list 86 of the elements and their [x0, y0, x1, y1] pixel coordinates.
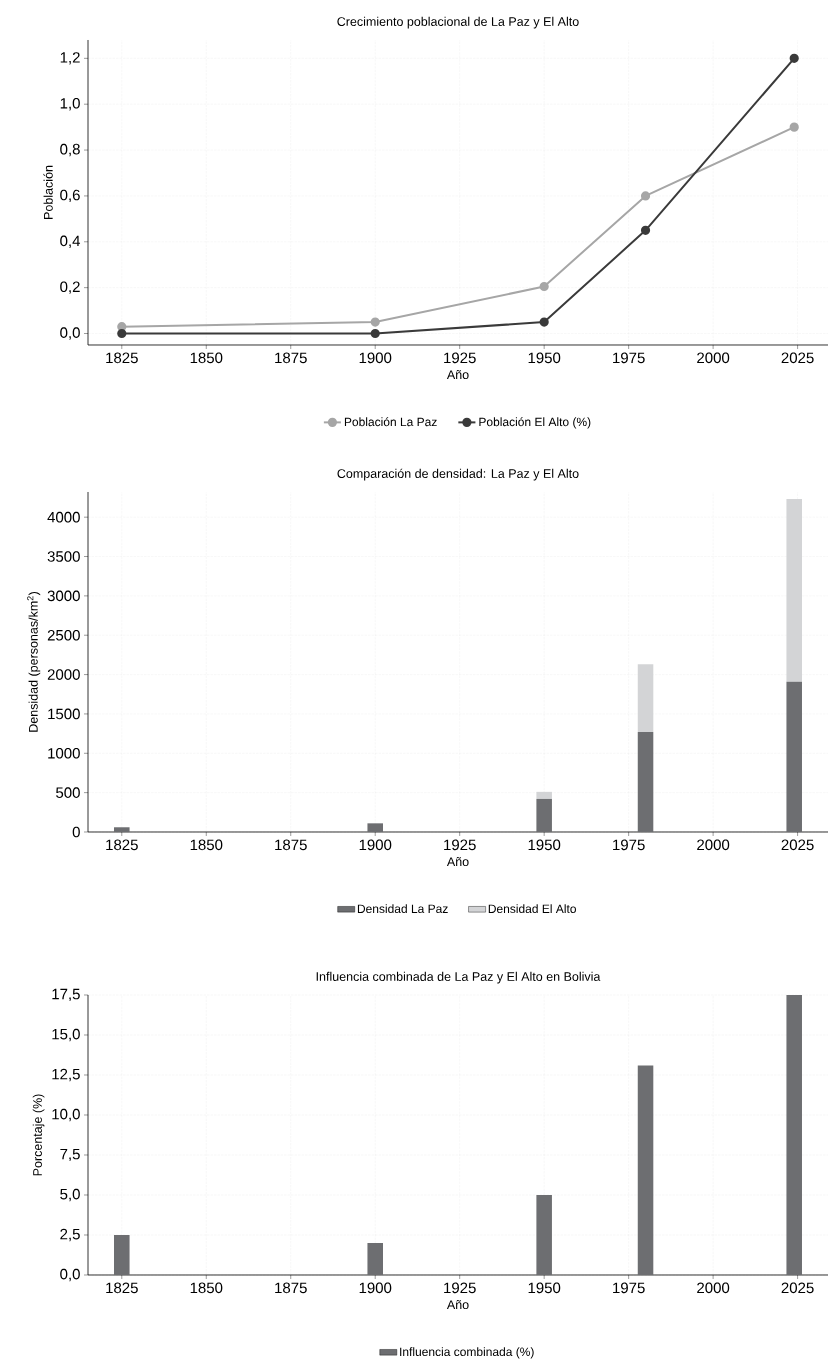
y-tick-label: 1000 [48, 747, 80, 759]
x-tick-label: 1825 [106, 1282, 138, 1294]
x-tick-label: 1900 [359, 1282, 392, 1294]
x-tick-label: 2025 [781, 839, 814, 851]
y-tick-label: 10,0 [52, 1108, 80, 1122]
x-tick-label: 1825 [106, 352, 138, 364]
y-tick-label: 2500 [47, 629, 80, 641]
point [789, 53, 799, 63]
bar [536, 791, 552, 799]
x-tick-label: 1900 [359, 352, 392, 364]
bar [637, 732, 654, 832]
x-tick-label: 1975 [613, 352, 645, 364]
y-tick-label: 4000 [47, 511, 80, 523]
y-tick-label: 3000 [47, 590, 80, 602]
point [640, 225, 651, 235]
y-tick-label: 7,5 [60, 1148, 80, 1162]
point [789, 122, 799, 132]
x-tick-label: 1950 [528, 839, 561, 851]
y-axis-title: Población [43, 165, 53, 219]
point [640, 191, 651, 201]
x-tick-label: 1950 [528, 1282, 561, 1294]
x-axis-title: Año [446, 857, 469, 867]
y-tick-label: 12,5 [52, 1068, 80, 1082]
bar [786, 681, 802, 832]
legend-label: Población La Paz [344, 417, 437, 427]
legend-label: Población El Alto (%) [479, 417, 591, 429]
point [117, 328, 127, 339]
point [539, 281, 549, 292]
y-tick-label: 2,5 [60, 1228, 80, 1242]
y-axis-title: Porcentaje (%) [32, 1094, 45, 1176]
chart-title: Crecimiento poblacional de La Paz y El Alto [337, 16, 579, 29]
bar [637, 664, 654, 733]
x-tick-label: 1975 [613, 1282, 645, 1294]
y-tick-label: 1,2 [60, 52, 80, 65]
x-tick-label: 1850 [190, 352, 223, 364]
point [370, 328, 380, 339]
y-tick-label: 0 [72, 826, 80, 838]
x-tick-label: 1825 [106, 839, 138, 851]
point [539, 317, 549, 327]
y-tick-label: 0,8 [60, 143, 80, 157]
legend-label: Densidad El Alto [488, 904, 576, 913]
y-tick-label: 1500 [48, 708, 80, 720]
x-tick-label: 1875 [275, 1282, 307, 1294]
chart-title: Comparación de densidad: La Paz y El Alto [337, 468, 579, 481]
bar [637, 1065, 654, 1275]
x-tick-label: 1925 [444, 839, 476, 851]
x-axis-title: Año [446, 1300, 469, 1310]
x-tick-label: 2000 [697, 352, 730, 364]
x-tick-label: 1850 [190, 839, 223, 851]
y-tick-label: 0,0 [60, 327, 80, 340]
x-tick-label: 1925 [444, 352, 476, 364]
x-tick-label: 2025 [781, 1282, 814, 1294]
y-tick-label: 0,0 [60, 1268, 80, 1282]
x-tick-label: 2000 [697, 839, 730, 851]
y-tick-label: 1,0 [60, 98, 80, 111]
y-tick-label: 500 [56, 787, 80, 798]
bar [786, 995, 802, 1275]
point [370, 317, 380, 327]
legend-label: Densidad La Paz [357, 904, 448, 913]
x-tick-label: 1925 [444, 1282, 476, 1294]
y-tick-label: 17,5 [52, 988, 80, 1002]
bar [114, 1235, 130, 1275]
x-axis-title: Año [446, 370, 469, 380]
y-axis-title: Densidad (personas/km$^{2}$) [27, 592, 41, 732]
y-tick-label: 0,2 [60, 281, 80, 294]
bar [536, 798, 552, 832]
legend-label: Influencia combinada (%) [400, 1347, 534, 1359]
y-tick-label: 0,6 [60, 189, 80, 203]
chart-title: Influencia combinada de La Paz y El Alto en Bolivia [316, 971, 601, 984]
x-tick-label: 1975 [613, 839, 645, 851]
bar [536, 1195, 552, 1275]
bar [367, 823, 383, 832]
y-tick-label: 3500 [47, 551, 80, 562]
x-tick-label: 1850 [190, 1282, 223, 1294]
x-tick-label: 1875 [275, 839, 307, 851]
y-tick-label: 15,0 [52, 1028, 80, 1042]
x-tick-label: 1900 [359, 839, 392, 851]
y-tick-label: 2000 [47, 669, 80, 680]
x-tick-label: 1950 [528, 352, 561, 364]
bar [114, 827, 130, 832]
x-tick-label: 1875 [275, 352, 307, 364]
y-tick-label: 5,0 [60, 1188, 80, 1202]
bar [367, 1243, 383, 1275]
x-tick-label: 2025 [781, 352, 814, 364]
y-tick-label: 0,4 [60, 235, 81, 248]
x-tick-label: 2000 [697, 1282, 730, 1294]
